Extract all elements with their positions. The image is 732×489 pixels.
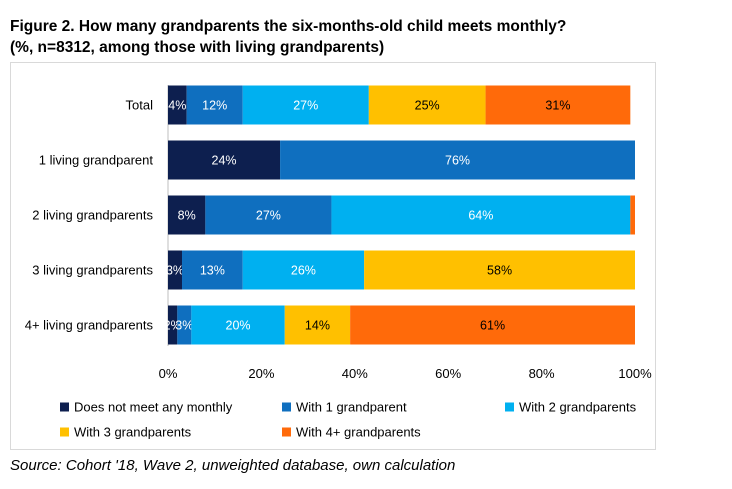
x-tick-label: 40% (342, 366, 368, 381)
data-label-2-living-grandparents-does-not-meet-any-monthly: 8% (178, 209, 196, 223)
data-label-3-living-grandparents-with-1-grandparent: 13% (200, 264, 225, 278)
category-label-1-living-grandparent: 1 living grandparent (39, 153, 154, 168)
source-note: Source: Cohort '18, Wave 2, unweighted d… (10, 457, 456, 474)
data-label-total-with-1-grandparent: 12% (202, 99, 227, 113)
bar-2-living-grandparents-with-4-grandparents (630, 195, 635, 235)
data-label-4-living-grandparents-with-2-grandparents: 20% (226, 319, 251, 333)
bar-3-living-grandparents-with-1-grandparent (182, 250, 243, 290)
category-label-2-living-grandparents: 2 living grandparents (32, 208, 153, 223)
legend-item-with-1-grandparent: With 1 grandparent (282, 400, 407, 415)
data-label-4-living-grandparents-with-1-grandparent: 3% (175, 319, 193, 333)
legend-item-with-2-grandparents: With 2 grandparents (505, 400, 637, 415)
bar-4-living-grandparents-with-3-grandparents (284, 305, 351, 345)
legend-swatch (282, 402, 291, 412)
bar-4-living-grandparents-with-4-grandparents (350, 305, 635, 345)
legend-label: Does not meet any monthly (74, 400, 233, 415)
legend-swatch (60, 402, 69, 412)
data-label-3-living-grandparents-with-3-grandparents: 58% (487, 264, 512, 278)
x-tick-label: 20% (248, 366, 274, 381)
data-label-total-does-not-meet-any-monthly: 4% (168, 99, 186, 113)
bar-3-living-grandparents-does-not-meet-any-monthly (168, 250, 183, 290)
legend-label: With 1 grandparent (296, 400, 407, 415)
bar-total-with-2-grandparents (242, 85, 369, 125)
legend-label: With 2 grandparents (519, 400, 637, 415)
data-label-total-with-4-grandparents: 31% (545, 99, 570, 113)
legend-label: With 4+ grandparents (296, 425, 421, 440)
x-tick-label: 100% (618, 366, 652, 381)
bar-4-living-grandparents-with-2-grandparents (191, 305, 285, 345)
bar-2-living-grandparents-does-not-meet-any-monthly (168, 195, 206, 235)
bar-2-living-grandparents-with-1-grandparent (205, 195, 332, 235)
title-line-1: Figure 2. How many grandparents the six-… (10, 18, 567, 35)
bar-4-living-grandparents-does-not-meet-any-monthly (168, 305, 178, 345)
data-label-2-living-grandparents-with-1-grandparent: 27% (256, 209, 281, 223)
bar-total-with-1-grandparent (186, 85, 243, 125)
data-label-3-living-grandparents-does-not-meet-any-monthly: 3% (166, 264, 184, 278)
legend-label: With 3 grandparents (74, 425, 192, 440)
legend-swatch (505, 402, 514, 412)
title-line-2: (%, n=8312, among those with living gran… (10, 39, 385, 56)
x-tick-label: 0% (159, 366, 178, 381)
data-label-1-living-grandparent-with-1-grandparent: 76% (445, 154, 470, 168)
bar-total-does-not-meet-any-monthly (168, 85, 187, 125)
legend-swatch (60, 427, 69, 437)
data-label-4-living-grandparents-does-not-meet-any-monthly: 2% (164, 319, 182, 333)
data-label-3-living-grandparents-with-2-grandparents: 26% (291, 264, 316, 278)
legend-item-does-not-meet-any-monthly: Does not meet any monthly (60, 400, 233, 415)
chart-title: Figure 2. How many grandparents the six-… (10, 16, 725, 58)
bar-1-living-grandparent-does-not-meet-any-monthly (168, 140, 281, 180)
legend-swatch (282, 427, 291, 437)
category-label-4-living-grandparents: 4+ living grandparents (25, 318, 154, 333)
legend-item-with-4-grandparents: With 4+ grandparents (282, 425, 421, 440)
data-label-total-with-3-grandparents: 25% (415, 99, 440, 113)
bar-2-living-grandparents-with-2-grandparents (331, 195, 631, 235)
category-label-total: Total (126, 98, 154, 113)
bar-3-living-grandparents-with-2-grandparents (242, 250, 365, 290)
data-label-1-living-grandparent-does-not-meet-any-monthly: 24% (212, 154, 237, 168)
legend-item-with-3-grandparents: With 3 grandparents (60, 425, 192, 440)
data-label-4-living-grandparents-with-3-grandparents: 14% (305, 319, 330, 333)
x-tick-label: 80% (529, 366, 555, 381)
bar-total-with-3-grandparents (368, 85, 486, 125)
bar-3-living-grandparents-with-3-grandparents (364, 250, 635, 290)
bar-1-living-grandparent-with-1-grandparent (280, 140, 635, 180)
bar-4-living-grandparents-with-1-grandparent (177, 305, 192, 345)
data-label-4-living-grandparents-with-4-grandparents: 61% (480, 319, 505, 333)
x-tick-label: 60% (435, 366, 461, 381)
data-label-2-living-grandparents-with-2-grandparents: 64% (468, 209, 493, 223)
chart-area (10, 62, 656, 450)
data-label-total-with-2-grandparents: 27% (293, 99, 318, 113)
bar-total-with-4-grandparents (485, 85, 631, 125)
category-label-3-living-grandparents: 3 living grandparents (32, 263, 153, 278)
